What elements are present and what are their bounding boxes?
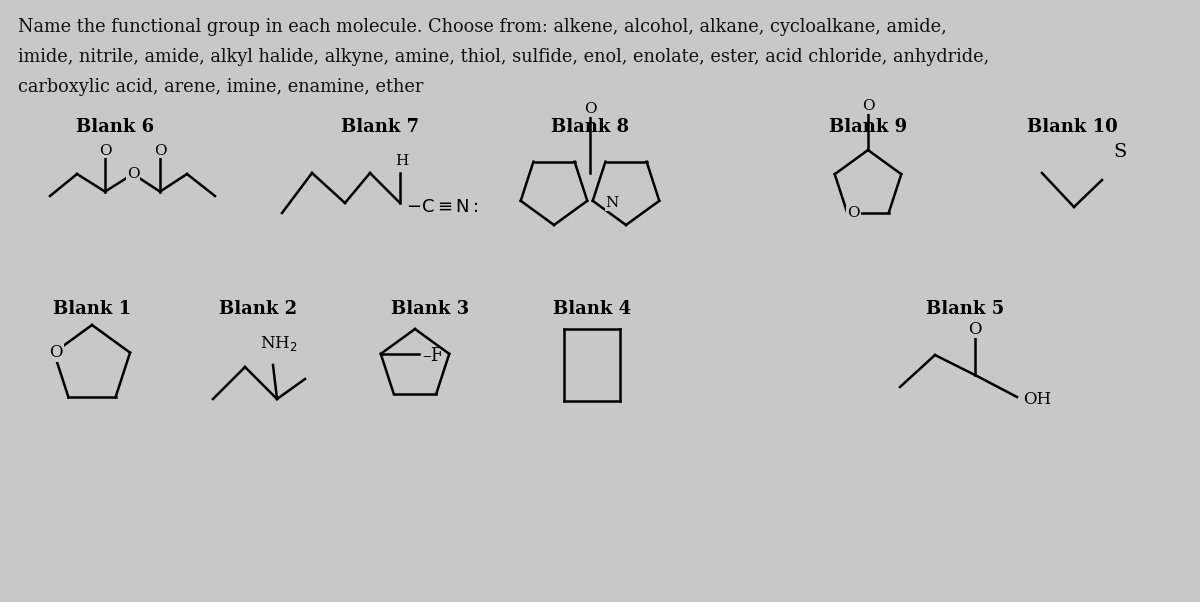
Text: O: O (583, 102, 596, 116)
Text: O: O (154, 144, 167, 158)
Text: S: S (1114, 143, 1127, 161)
Text: carboxylic acid, arene, imine, enamine, ether: carboxylic acid, arene, imine, enamine, … (18, 78, 424, 96)
Text: OH: OH (1022, 391, 1051, 408)
Text: H: H (395, 154, 409, 168)
Text: Blank 7: Blank 7 (341, 118, 419, 136)
Text: Blank 1: Blank 1 (53, 300, 131, 318)
Text: Blank 5: Blank 5 (926, 300, 1004, 318)
Text: O: O (127, 167, 139, 181)
Text: O: O (98, 144, 112, 158)
Text: Name the functional group in each molecule. Choose from: alkene, alcohol, alkane: Name the functional group in each molecu… (18, 18, 947, 36)
Text: Blank 3: Blank 3 (391, 300, 469, 318)
Text: Blank 9: Blank 9 (829, 118, 907, 136)
Text: Blank 8: Blank 8 (551, 118, 629, 136)
Text: Blank 6: Blank 6 (76, 118, 154, 136)
Text: imide, nitrile, amide, alkyl halide, alkyne, amine, thiol, sulfide, enol, enolat: imide, nitrile, amide, alkyl halide, alk… (18, 48, 989, 66)
Text: Blank 10: Blank 10 (1027, 118, 1117, 136)
Text: O: O (862, 99, 875, 113)
Text: –F: –F (421, 347, 443, 365)
Text: O: O (968, 320, 982, 338)
Text: N: N (605, 196, 619, 210)
Text: Blank 4: Blank 4 (553, 300, 631, 318)
Text: O: O (847, 206, 859, 220)
Text: Blank 2: Blank 2 (218, 300, 298, 318)
Text: NH$_2$: NH$_2$ (260, 334, 298, 353)
Text: $\mathsf{-C{\equiv}N:}$: $\mathsf{-C{\equiv}N:}$ (406, 198, 479, 216)
Text: O: O (49, 344, 62, 361)
